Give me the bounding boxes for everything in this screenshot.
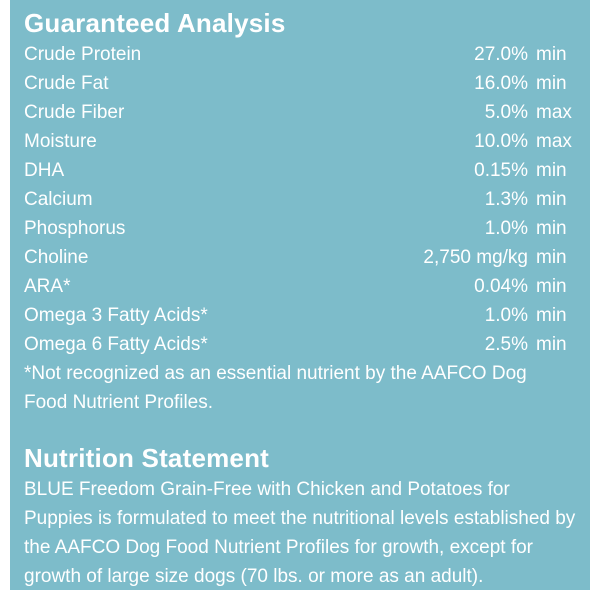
analysis-row: Moisture 10.0% max [24,127,576,156]
nutrient-value: 5.0% [484,102,528,123]
nutrient-value: 1.0% [484,218,528,239]
nutrient-limit: min [536,160,567,181]
analysis-row: Crude Protein 27.0% min [24,40,576,69]
nutrient-value: 0.15% [474,160,528,181]
analysis-row: DHA 0.15% min [24,156,576,185]
nutrient-limit: min [536,247,567,268]
nutrient-name: Phosphorus [24,218,126,239]
nutrient-limit: min [536,218,567,239]
analysis-row: Crude Fiber 5.0% max [24,98,576,127]
nutrient-value: 2.5% [484,334,528,355]
nutrient-name: Choline [24,247,89,268]
analysis-row: Omega 3 Fatty Acids* 1.0% min [24,301,576,330]
nutrient-value: 27.0% [474,44,528,65]
nutrient-name: DHA [24,160,65,181]
analysis-row: Choline 2,750 mg/kg min [24,243,576,272]
analysis-row: Crude Fat 16.0% min [24,69,576,98]
nutrient-limit: min [536,276,567,297]
nutrient-name: ARA* [24,276,71,297]
nutrient-name: Omega 3 Fatty Acids* [24,305,208,326]
nutrient-limit: min [536,334,567,355]
nutrient-limit: min [536,305,567,326]
section-spacer [24,417,576,441]
nutrient-name: Crude Fiber [24,102,125,123]
nutrient-name: Moisture [24,131,97,152]
nutrient-limit: max [536,102,572,123]
nutrition-statement-text: BLUE Freedom Grain-Free with Chicken and… [24,479,576,587]
nutrition-statement-heading: Nutrition Statement [24,443,270,473]
nutrition-panel: Guaranteed Analysis Crude Protein 27.0% … [10,0,590,590]
analysis-list: Crude Protein 27.0% min Crude Fat 16.0% … [24,40,576,359]
nutrient-name: Crude Fat [24,73,109,94]
nutrient-value: 16.0% [474,73,528,94]
nutrient-value: 1.3% [484,189,528,210]
footnote: *Not recognized as an essential nutrient… [24,363,527,413]
nutrient-name: Calcium [24,189,93,210]
analysis-row: Calcium 1.3% min [24,185,576,214]
analysis-row: Phosphorus 1.0% min [24,214,576,243]
guaranteed-analysis-heading: Guaranteed Analysis [24,8,286,38]
nutrient-value: 2,750 mg/kg [423,247,528,268]
nutrient-limit: min [536,189,567,210]
nutrient-name: Omega 6 Fatty Acids* [24,334,208,355]
analysis-row: Omega 6 Fatty Acids* 2.5% min [24,330,576,359]
nutrient-value: 1.0% [484,305,528,326]
nutrient-value: 0.04% [474,276,528,297]
analysis-row: ARA* 0.04% min [24,272,576,301]
nutrient-limit: max [536,131,572,152]
nutrient-limit: min [536,44,567,65]
nutrient-name: Crude Protein [24,44,142,65]
nutrient-limit: min [536,73,567,94]
nutrient-value: 10.0% [474,131,528,152]
